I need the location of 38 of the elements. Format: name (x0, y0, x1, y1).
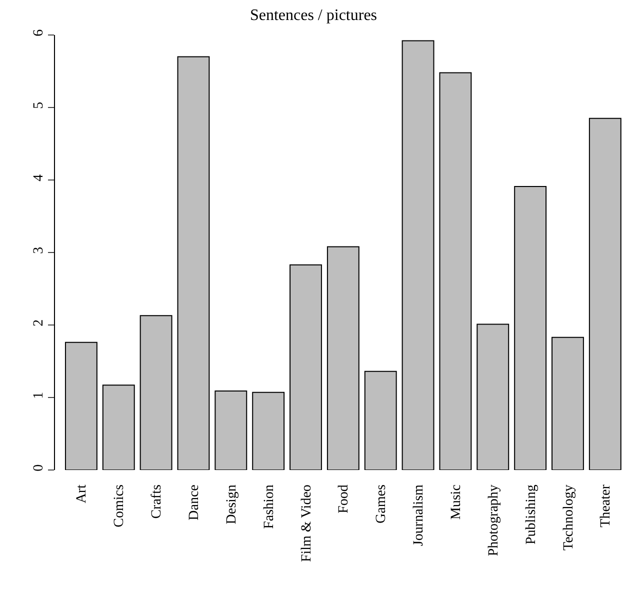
bar (214, 390, 248, 470)
bar (439, 72, 472, 470)
x-tick-label: Photography (486, 484, 502, 556)
bar (177, 56, 210, 470)
x-tick-label: Crafts (150, 484, 165, 519)
y-tick-label: 4 (31, 174, 46, 182)
x-tick-label: Fashion (262, 484, 277, 529)
x-tick-label: Games (374, 484, 390, 524)
x-tick-label: Theater (598, 484, 614, 528)
bar (326, 246, 360, 470)
x-tick-label: Publishing (524, 484, 539, 545)
x-tick-label: Comics (112, 484, 128, 528)
y-tick-label: 6 (31, 29, 46, 36)
bar (402, 40, 434, 470)
bar (364, 370, 397, 470)
bar (552, 336, 584, 470)
x-tick-label: Dance (187, 484, 202, 520)
bar (588, 118, 622, 470)
bar (64, 342, 98, 470)
bar (102, 384, 135, 470)
x-tick-label: Music (449, 484, 464, 520)
bar (252, 392, 285, 470)
x-tick-label: Film & Video (299, 484, 314, 562)
bar (290, 264, 322, 470)
x-tick-label: Art (74, 484, 90, 504)
x-tick-label: Design (224, 484, 240, 524)
y-tick-label: 3 (31, 246, 46, 254)
bar (140, 315, 172, 470)
chart-title: Sentences / pictures (250, 7, 378, 24)
y-tick-label: 1 (31, 392, 46, 399)
y-tick-label: 2 (31, 319, 46, 326)
x-tick-label: Journalism (412, 484, 427, 546)
y-tick-label: 5 (31, 102, 46, 109)
bar (514, 186, 547, 470)
x-tick-label: Technology (561, 484, 576, 551)
y-tick-label: 0 (31, 464, 46, 472)
x-tick-label: Food (336, 484, 352, 514)
bar (476, 324, 510, 470)
